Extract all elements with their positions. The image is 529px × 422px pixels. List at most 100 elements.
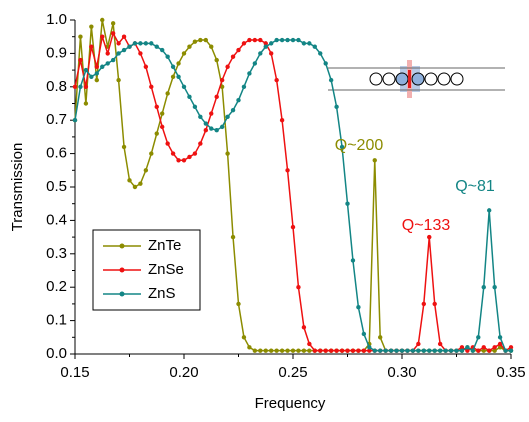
data-point xyxy=(432,301,437,307)
y-tick-label: 0.3 xyxy=(46,245,67,262)
data-point xyxy=(198,114,203,120)
data-point xyxy=(192,39,198,44)
data-point xyxy=(328,77,334,83)
annotation: Q~81 xyxy=(455,178,495,195)
x-tick-label: 0.15 xyxy=(60,364,89,381)
data-point xyxy=(110,57,116,63)
data-point xyxy=(132,184,138,190)
data-point xyxy=(160,47,165,53)
data-point xyxy=(121,144,127,150)
data-point xyxy=(497,341,503,347)
data-point xyxy=(225,64,230,69)
data-point xyxy=(476,348,481,353)
data-point xyxy=(470,348,476,353)
data-point xyxy=(230,54,236,59)
data-point xyxy=(432,348,437,353)
data-point xyxy=(285,37,290,43)
inset-diagram xyxy=(328,60,505,98)
inset-holes xyxy=(369,72,464,86)
data-point xyxy=(203,37,208,43)
data-point xyxy=(132,41,138,46)
data-point xyxy=(247,37,252,43)
data-point xyxy=(138,181,143,186)
data-point xyxy=(187,94,192,100)
data-point xyxy=(214,94,219,100)
data-point xyxy=(367,345,372,350)
y-tick-label: 0.7 xyxy=(46,111,67,128)
data-point xyxy=(187,154,192,160)
data-point xyxy=(149,41,154,46)
data-point xyxy=(252,37,258,43)
data-point xyxy=(263,41,268,46)
data-point xyxy=(481,345,486,350)
data-point xyxy=(138,41,143,46)
data-point xyxy=(127,44,132,49)
legend-marker xyxy=(119,243,125,249)
data-point xyxy=(345,348,350,353)
data-point xyxy=(263,44,268,49)
y-tick-label: 0.1 xyxy=(46,312,67,329)
data-point xyxy=(465,345,470,350)
data-point xyxy=(318,348,323,353)
data-point xyxy=(154,104,159,110)
data-point xyxy=(89,24,94,29)
data-point xyxy=(345,201,350,206)
data-point xyxy=(334,104,339,110)
data-point xyxy=(443,348,448,353)
data-point xyxy=(356,348,361,353)
data-point xyxy=(116,41,121,46)
y-tick-label: 0.6 xyxy=(46,145,67,162)
data-point xyxy=(181,51,187,56)
data-point xyxy=(372,348,377,353)
data-point xyxy=(416,341,421,347)
data-point xyxy=(127,178,132,183)
x-tick-label: 0.30 xyxy=(387,364,416,381)
data-point xyxy=(301,325,307,330)
y-tick-label: 0.2 xyxy=(46,278,67,295)
data-point xyxy=(421,348,426,353)
legend-label: ZnSe xyxy=(148,261,184,278)
data-point xyxy=(508,348,514,353)
data-point xyxy=(410,348,416,353)
data-point xyxy=(78,34,83,39)
data-point xyxy=(187,44,192,49)
data-point xyxy=(459,345,465,350)
data-point xyxy=(279,118,285,123)
data-point xyxy=(160,124,165,130)
data-point xyxy=(269,41,274,46)
data-point xyxy=(258,51,263,56)
y-tick-label: 0.5 xyxy=(46,178,67,195)
data-point xyxy=(165,54,170,59)
data-point xyxy=(230,234,236,240)
data-point xyxy=(296,348,301,353)
data-point xyxy=(405,348,410,353)
data-point xyxy=(149,84,154,90)
data-point xyxy=(296,285,301,290)
x-tick-label: 0.35 xyxy=(496,364,525,381)
data-point xyxy=(459,348,465,353)
legend: ZnTe ZnSe ZnS xyxy=(92,229,201,311)
data-point xyxy=(198,37,203,43)
data-point xyxy=(89,44,94,49)
data-point xyxy=(176,74,181,79)
data-point xyxy=(247,71,252,76)
data-point xyxy=(269,348,274,353)
data-point xyxy=(143,64,149,69)
data-point xyxy=(160,111,165,116)
data-point xyxy=(105,61,110,66)
data-point xyxy=(149,151,154,156)
data-point xyxy=(492,345,497,350)
data-point xyxy=(154,131,159,136)
data-point xyxy=(437,348,443,353)
data-point xyxy=(94,71,100,76)
data-point xyxy=(318,51,323,56)
data-point xyxy=(437,341,443,347)
data-point xyxy=(339,144,345,150)
data-point xyxy=(416,348,421,353)
data-point xyxy=(181,84,187,90)
legend-marker xyxy=(119,291,125,297)
data-point xyxy=(497,335,503,340)
data-point xyxy=(350,258,356,263)
data-point xyxy=(323,61,328,66)
x-tick-label: 0.20 xyxy=(169,364,198,381)
